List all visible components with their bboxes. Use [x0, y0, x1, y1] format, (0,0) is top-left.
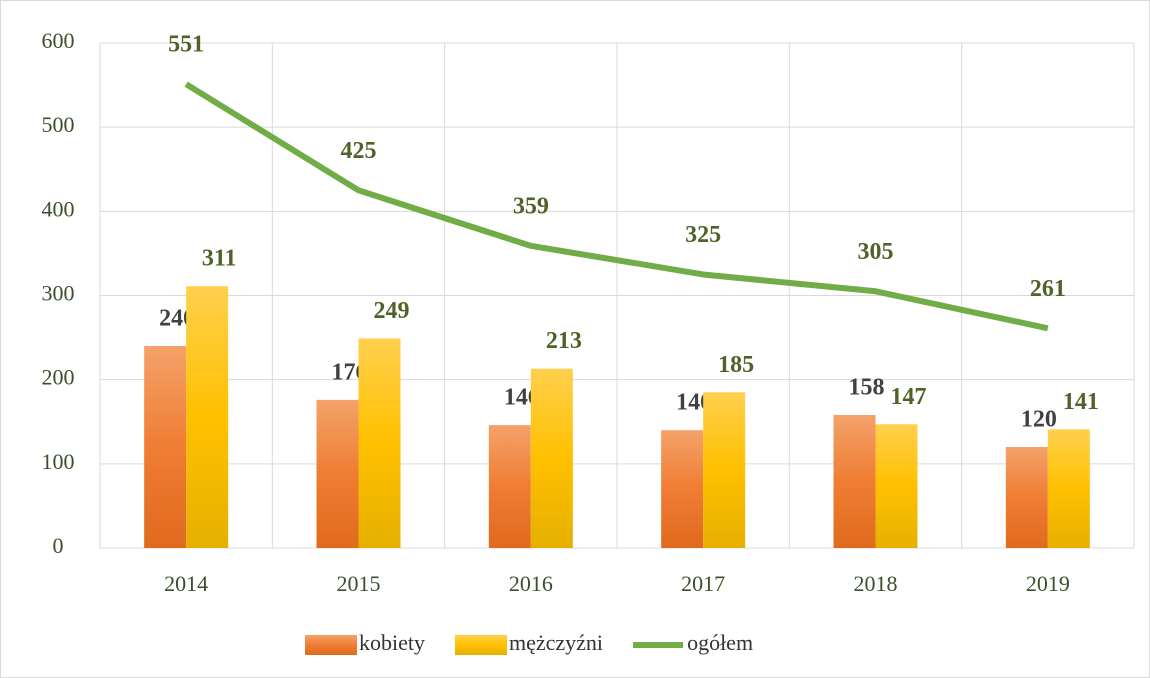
bar — [186, 286, 229, 548]
x-tick-label: 2019 — [1026, 571, 1070, 596]
bar — [833, 415, 876, 548]
data-label: 213 — [546, 328, 582, 354]
y-tick-label: 400 — [42, 196, 75, 221]
bar — [661, 430, 704, 548]
bar — [316, 399, 359, 548]
y-tick-label: 0 — [53, 533, 64, 558]
bar — [1005, 447, 1048, 548]
legend-label: kobiety — [359, 630, 425, 655]
y-tick-label: 100 — [42, 449, 75, 474]
line — [184, 81, 1049, 332]
data-label: 158 — [849, 375, 885, 401]
data-label: 311 — [202, 246, 237, 272]
x-tick-label: 2014 — [164, 571, 208, 596]
y-tick-label: 600 — [42, 28, 75, 53]
bar — [144, 346, 187, 548]
legend-label: mężczyźni — [509, 630, 603, 655]
x-tick-label: 2016 — [509, 571, 553, 596]
data-label: 147 — [891, 384, 927, 410]
y-tick-label: 300 — [42, 281, 75, 306]
bar — [703, 392, 746, 548]
bar — [358, 338, 401, 548]
bar — [488, 425, 531, 548]
legend-swatch — [455, 635, 507, 655]
x-tick-label: 2018 — [854, 571, 898, 596]
data-label: 305 — [858, 239, 894, 265]
y-tick-label: 200 — [42, 365, 75, 390]
data-label: 185 — [718, 352, 754, 378]
data-label: 359 — [513, 193, 549, 219]
legend-label: ogółem — [687, 630, 753, 655]
data-label: 249 — [374, 298, 410, 324]
x-tick-label: 2017 — [681, 571, 725, 596]
bar — [875, 424, 918, 548]
data-label: 325 — [685, 222, 721, 248]
data-label: 141 — [1063, 389, 1099, 415]
x-tick-label: 2015 — [337, 571, 381, 596]
y-tick-label: 500 — [42, 112, 75, 137]
legend-swatch — [305, 635, 357, 655]
bar — [530, 368, 573, 548]
data-label: 261 — [1030, 276, 1066, 302]
data-label: 425 — [341, 138, 377, 164]
data-label: 120 — [1021, 407, 1057, 433]
bar — [1047, 429, 1090, 548]
data-label: 551 — [168, 32, 204, 58]
